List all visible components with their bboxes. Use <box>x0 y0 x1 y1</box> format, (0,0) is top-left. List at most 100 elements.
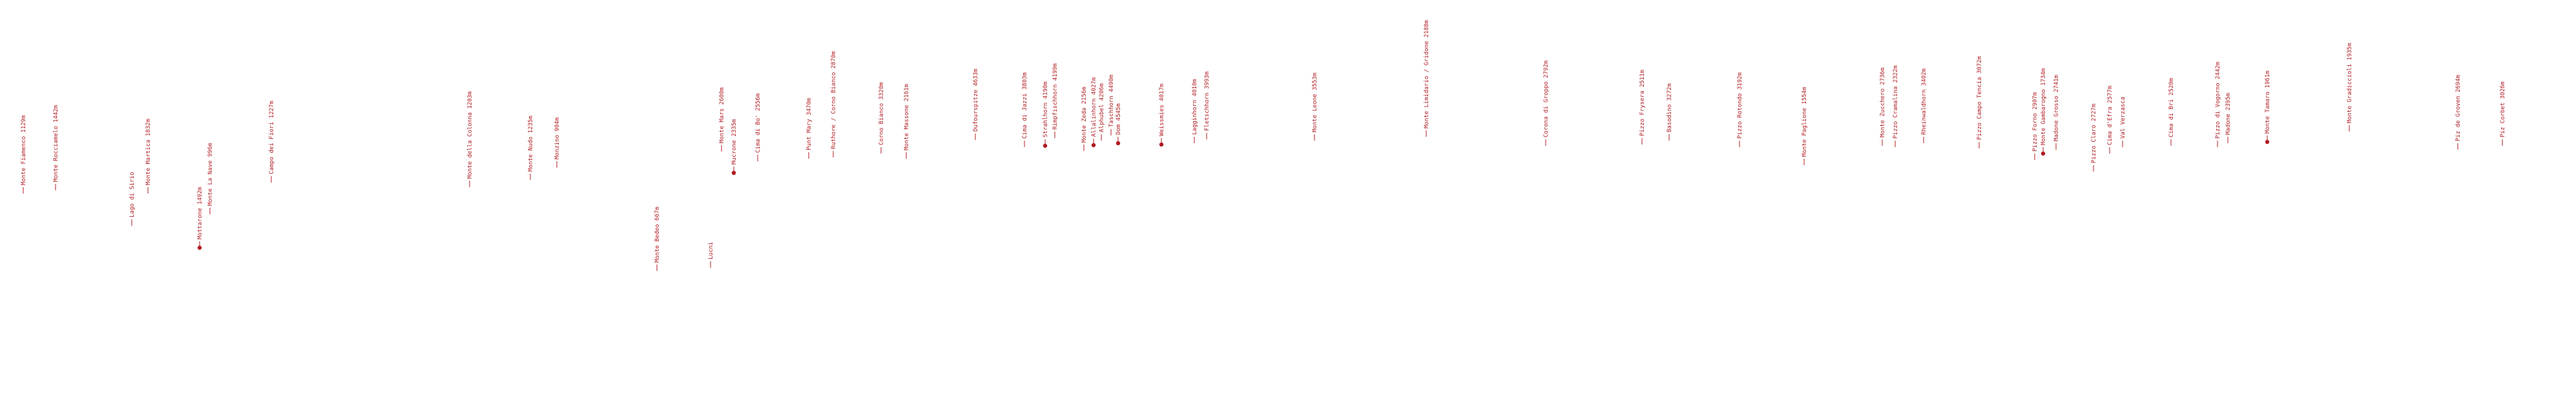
peak-marker: Piz de Groven 2694m <box>2455 75 2462 150</box>
peak-marker: Pizzo di Vogorno 2442m <box>2215 62 2221 147</box>
peak-marker: Piz Corbet 3026m <box>2500 81 2506 146</box>
peak-label: Monte Bedeo 667m <box>654 206 661 263</box>
peak-marker: Monte Nudo 1235m <box>528 115 534 180</box>
peak-marker: Madone Grosso 2741m <box>2053 75 2060 150</box>
peak-label: Pizzo Claro 2727m <box>2091 104 2097 163</box>
peak-label: Monzino 904m <box>554 117 561 159</box>
peak-label: Lucni <box>708 242 714 259</box>
peak-label: Pizzo di Vogorno 2442m <box>2215 62 2221 139</box>
peak-label: Madone Grosso 2741m <box>2053 75 2060 141</box>
peak-label: Monte Leone 3553m <box>1312 73 1318 132</box>
peak-marker: Monte Zucchero 2736m <box>1880 68 1886 146</box>
peak-label: Campo dei Fiori 1227m <box>269 101 275 174</box>
peak-marker: Allalinhorn 4027m <box>1091 77 1097 148</box>
peak-label: Madone 2395m <box>2225 93 2232 135</box>
peak-label: Monte Nudo 1235m <box>528 115 534 172</box>
peak-marker: Monte Rocciamelo 1442m <box>53 105 59 190</box>
peak-marker: Rheinwaldhorn 3402m <box>1921 68 1927 143</box>
peak-marker: Monte Gambarogno 1734m <box>2041 68 2047 156</box>
peak-marker: Lagginhorn 4010m <box>1192 79 1198 143</box>
peak-marker: Basodino 3272m <box>1667 83 1673 141</box>
peak-marker: Madone 2395m <box>2225 93 2232 143</box>
peak-label: Pizzo Campo Tencia 3072m <box>1977 56 1983 140</box>
peak-label: Monte Tamaro 1961m <box>2265 70 2271 134</box>
peak-marker: Campo dei Fiori 1227m <box>269 101 275 183</box>
peak-marker: Ruthore / Corno Bianco 2870m <box>831 51 837 157</box>
peak-marker: Alphubel 4206m <box>1099 83 1105 141</box>
peak-label: Corno Bianco 3320m <box>878 82 885 145</box>
peak-marker: Corona di Groppo 2792m <box>1543 61 1550 146</box>
peak-label: Weissmies 4017m <box>1159 84 1165 136</box>
peak-marker: Monte La Nave 996m <box>207 143 214 214</box>
peak-label: Strahlhorn 4190m <box>1043 81 1049 137</box>
peak-marker: Cima di Bo' 2556m <box>755 94 762 161</box>
peak-label: Pizzo Forno 2907m <box>2032 92 2039 152</box>
peak-label: Monte Limidario / Gridone 2188m <box>1424 20 1430 128</box>
peak-label: Monte La Nave 996m <box>207 143 214 206</box>
peak-label: Alphubel 4206m <box>1099 83 1105 132</box>
peak-label: Allalinhorn 4027m <box>1091 77 1097 137</box>
peak-label: Cima d'Efra 2577m <box>2107 86 2114 145</box>
peak-marker: Mottarone 1492m <box>197 187 203 250</box>
peak-label: Monte Zeda 2156m <box>1081 86 1088 143</box>
peak-label: Piz de Groven 2694m <box>2455 75 2462 141</box>
peak-marker: Cima di Bri 2520m <box>2168 78 2175 146</box>
peak-label: Corona di Groppo 2792m <box>1543 61 1550 137</box>
peak-label: Cima di Bri 2520m <box>2168 78 2175 137</box>
peak-label: Pizzo Rotondo 3192m <box>1737 72 1743 139</box>
peak-label: Monte Rocciamelo 1442m <box>53 105 59 182</box>
summit-dot <box>1116 141 1121 146</box>
peak-marker: Lucni <box>708 242 714 268</box>
summit-dot <box>1091 143 1096 148</box>
peak-marker: Monte della Colonna 1203m <box>467 92 473 187</box>
peak-label: Rimpfischhorn 4199m <box>1052 63 1059 130</box>
peak-marker: Monzino 904m <box>554 117 561 168</box>
peak-marker: Corno Bianco 3320m <box>878 82 885 154</box>
peak-marker: Monte Mars 2600m <box>719 87 725 152</box>
peak-marker: Weissmies 4017m <box>1159 84 1165 147</box>
peak-label: Monte Mars 2600m <box>719 87 725 143</box>
peak-label: Cima di Bo' 2556m <box>755 94 762 153</box>
peak-label: Punt Mary 3470m <box>806 98 813 150</box>
peak-label: Lago di Sirio <box>129 172 136 217</box>
peak-marker: Mucrone 2335m <box>731 119 738 175</box>
peak-label: Lagginhorn 4010m <box>1192 79 1198 135</box>
peak-label: Monte Zucchero 2736m <box>1880 68 1886 137</box>
peak-marker: Cima di Jazzi 3803m <box>1022 72 1028 147</box>
peak-marker: Dufourspitze 4633m <box>973 68 979 140</box>
peak-marker: Val Verzasca <box>2120 97 2126 147</box>
peak-label: Monte Fiamenco 1129m <box>21 115 27 185</box>
peak-label: Basodino 3272m <box>1667 83 1673 132</box>
peak-marker: Monte Bedeo 667m <box>654 206 661 271</box>
summit-dot <box>1043 143 1048 148</box>
summit-dot <box>1159 142 1164 147</box>
peak-label: Monte Paglione 1554m <box>1802 87 1808 157</box>
peak-marker: Monte Leone 3553m <box>1312 73 1318 141</box>
peak-label: Monte della Colonna 1203m <box>467 92 473 179</box>
peak-marker: Monte Martica 1032m <box>145 119 152 194</box>
peak-label: Pizzo Frysera 2511m <box>1639 70 1646 136</box>
peak-marker: Rimpfischhorn 4199m <box>1052 63 1059 138</box>
peak-label: Fletschhorn 3993m <box>1204 72 1210 131</box>
peak-label: Taschhorn 4490m <box>1108 75 1115 127</box>
peak-label: Monte Gradiccioli 1935m <box>2347 43 2353 123</box>
peak-marker: Monte Tamaro 1961m <box>2265 70 2271 145</box>
peak-marker: Taschhorn 4490m <box>1108 75 1115 135</box>
peak-marker: Pizzo Campo Tencia 3072m <box>1977 56 1983 148</box>
peak-label: Ruthore / Corno Bianco 2870m <box>831 51 837 149</box>
peak-marker: Monte Gradiccioli 1935m <box>2347 43 2353 132</box>
peak-label: Mucrone 2335m <box>731 119 738 165</box>
peak-marker: Pizzo Cramalina 2322m <box>1893 65 1899 147</box>
peak-label: Monte Martica 1032m <box>145 119 152 185</box>
peak-marker: Fletschhorn 3993m <box>1204 72 1210 139</box>
summit-dot <box>2265 139 2270 145</box>
peak-label: Mottarone 1492m <box>197 187 203 239</box>
peak-marker: Pizzo Rotondo 3192m <box>1737 72 1743 147</box>
peak-label: Cima di Jazzi 3803m <box>1022 72 1028 139</box>
peak-marker: Pizzo Frysera 2511m <box>1639 70 1646 145</box>
peak-label: Piz Corbet 3026m <box>2500 81 2506 137</box>
summit-dot <box>197 245 202 250</box>
peak-marker: Lago di Sirio <box>129 172 136 226</box>
summit-dot <box>731 170 736 175</box>
summit-dot <box>2041 151 2046 156</box>
